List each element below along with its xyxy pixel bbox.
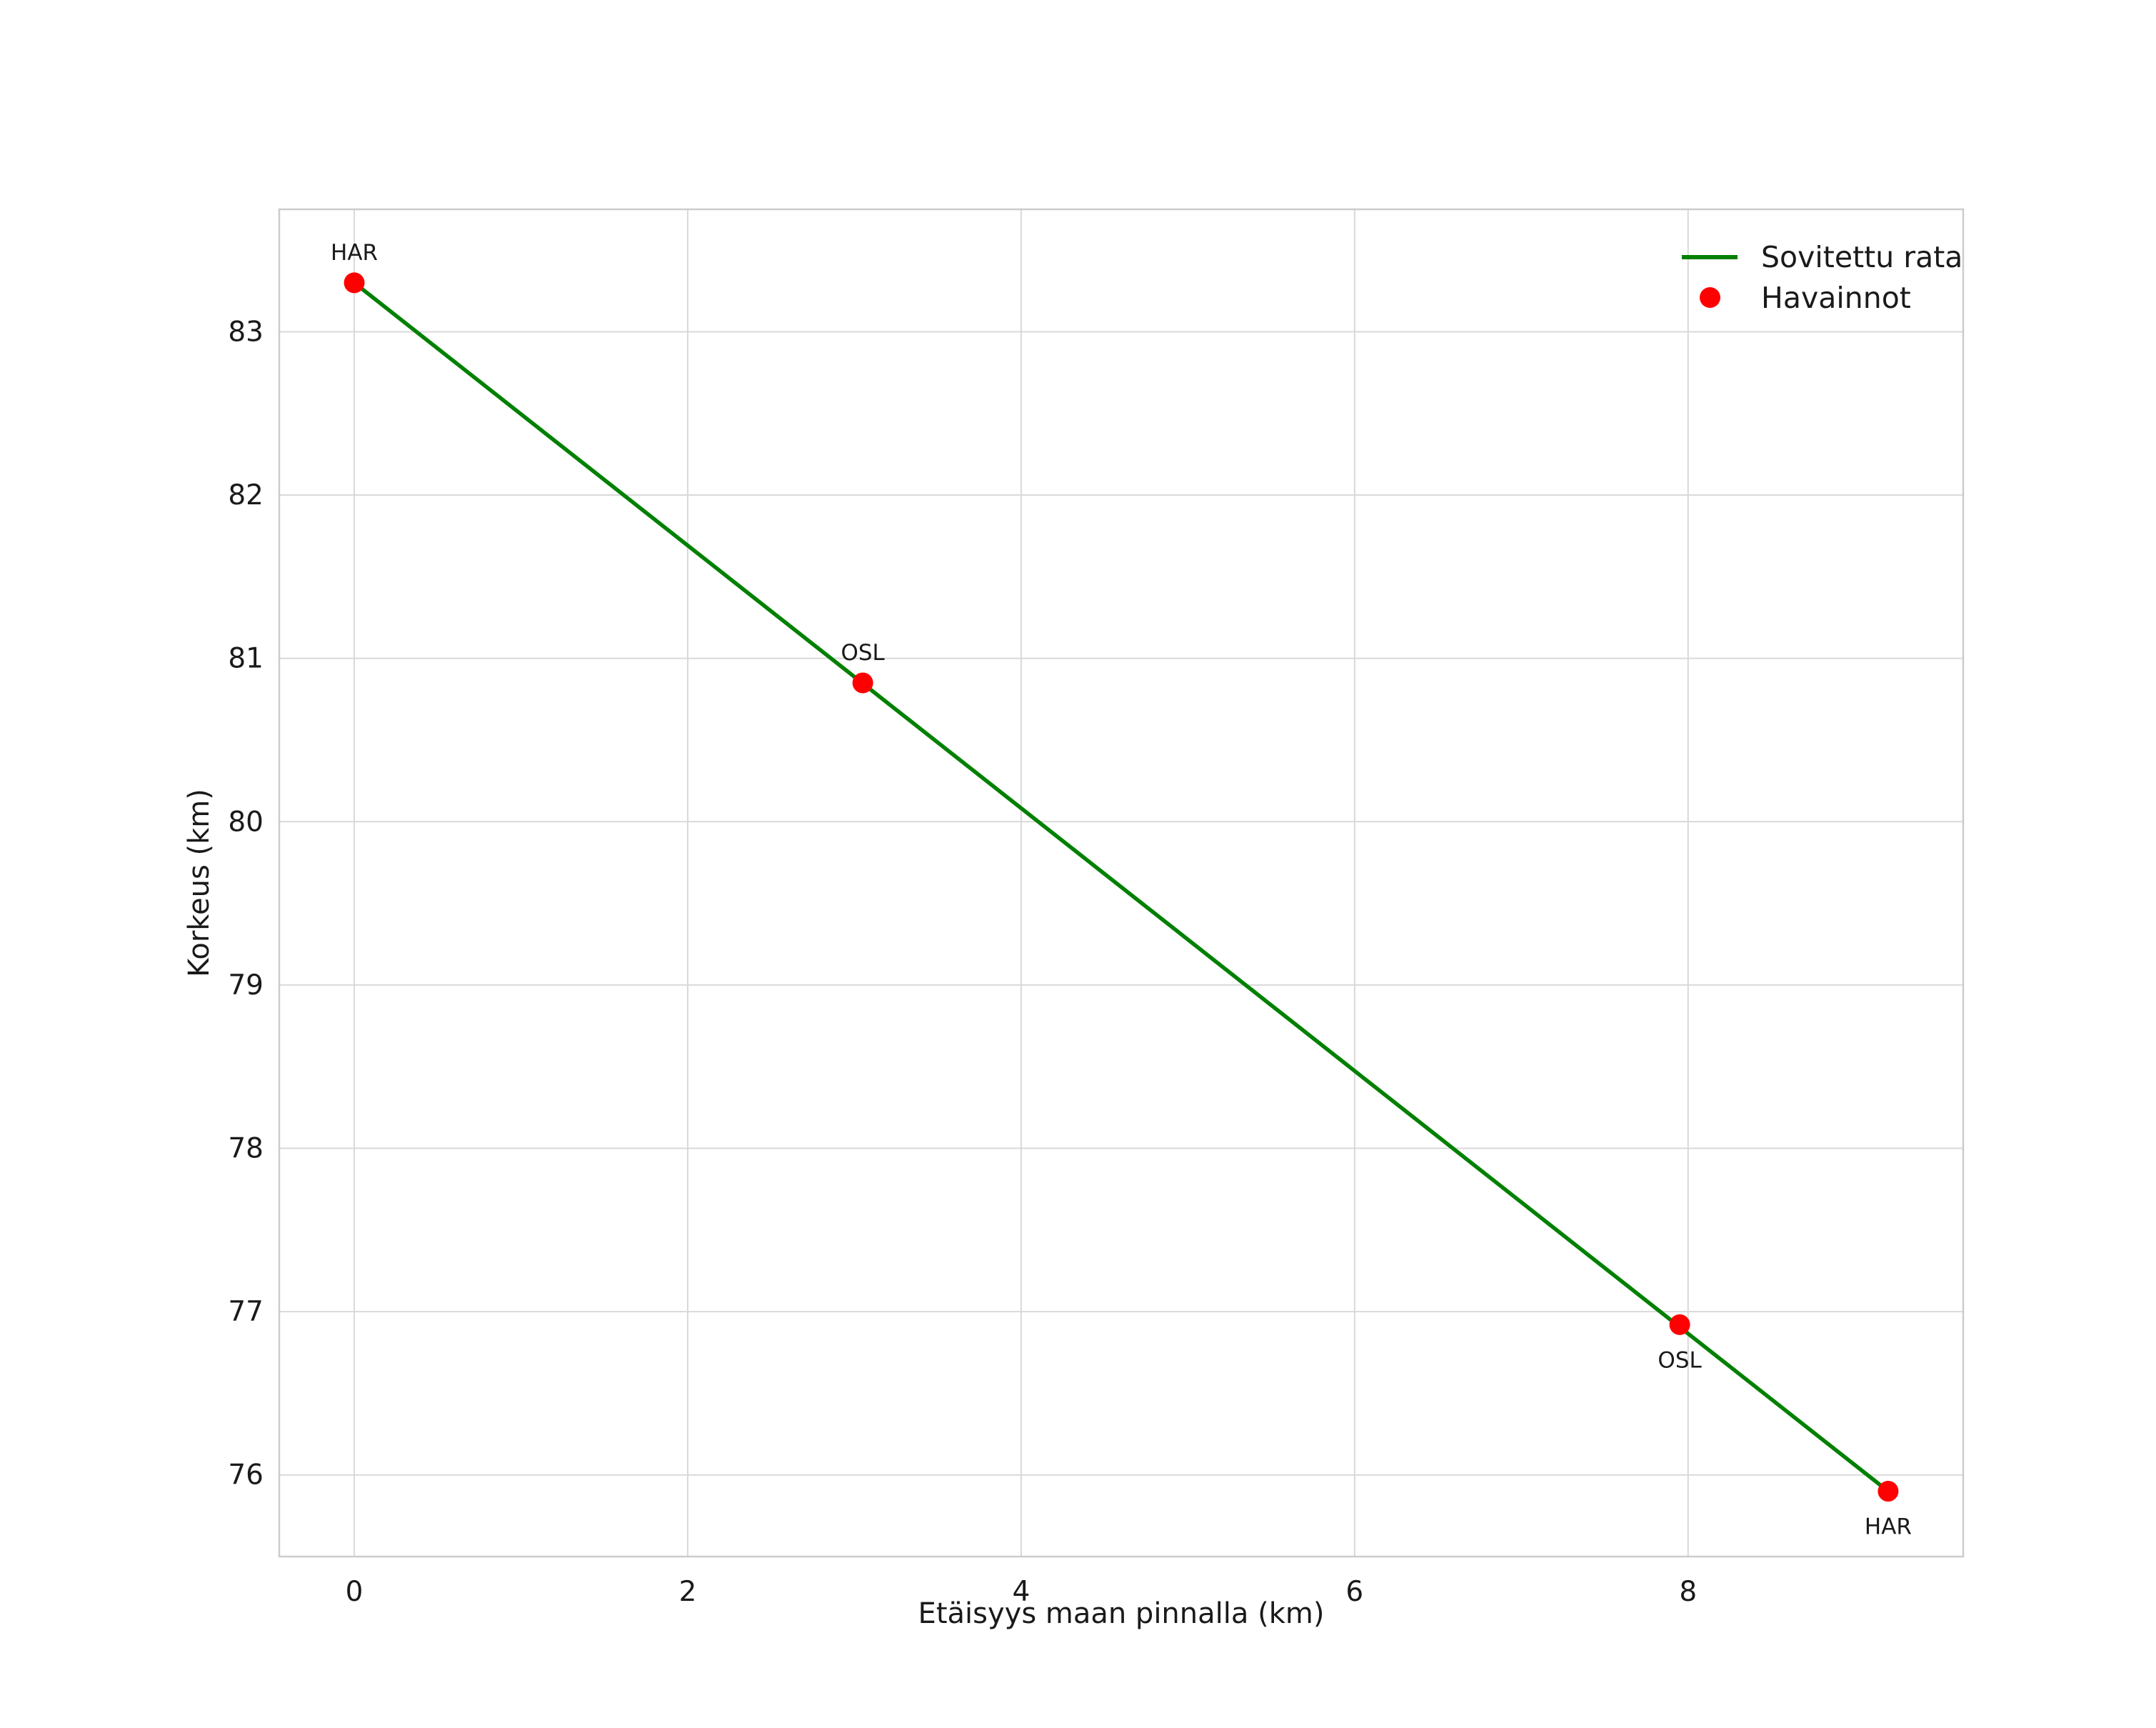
point-label: OSL bbox=[1658, 1347, 1702, 1373]
legend-label-fitted-line: Sovitettu rata bbox=[1761, 239, 1963, 274]
observation-point bbox=[1669, 1314, 1690, 1335]
x-axis-label: Etäisyys maan pinnalla (km) bbox=[918, 1597, 1325, 1630]
point-annotations: HAR OSL OSL HAR bbox=[331, 240, 1912, 1540]
legend-label-observations: Havainnot bbox=[1761, 280, 1911, 315]
fitted-line bbox=[353, 281, 1890, 1493]
point-label: HAR bbox=[1865, 1514, 1912, 1540]
legend: Sovitettu rata Havainnot bbox=[1682, 236, 1962, 318]
y-tick-label: 78 bbox=[228, 1132, 264, 1164]
x-tick-label: 8 bbox=[1679, 1576, 1697, 1608]
x-tick-labels: 0 2 4 6 8 bbox=[346, 1576, 1698, 1608]
legend-swatch-area bbox=[1682, 254, 1738, 259]
legend-dot-swatch bbox=[1699, 287, 1720, 308]
observation-point bbox=[344, 272, 365, 294]
observation-point bbox=[852, 672, 873, 694]
y-tick-label: 83 bbox=[228, 316, 264, 348]
y-tick-label: 82 bbox=[228, 479, 264, 511]
fitted-line-path bbox=[353, 281, 1890, 1493]
legend-item-fitted-line: Sovitettu rata bbox=[1682, 236, 1962, 277]
x-tick-label: 2 bbox=[679, 1576, 697, 1608]
gridlines bbox=[279, 209, 1963, 1557]
observation-point bbox=[1877, 1481, 1899, 1502]
legend-swatch-area bbox=[1682, 287, 1738, 308]
point-label: HAR bbox=[331, 240, 378, 266]
plot-frame bbox=[278, 208, 1965, 1558]
point-label: OSL bbox=[841, 640, 885, 666]
y-tick-label: 77 bbox=[228, 1296, 264, 1328]
legend-item-observations: Havainnot bbox=[1682, 277, 1962, 318]
x-tick-label: 4 bbox=[1013, 1576, 1031, 1608]
y-tick-label: 79 bbox=[228, 969, 264, 1002]
x-tick-label: 6 bbox=[1345, 1576, 1363, 1608]
observation-points bbox=[344, 272, 1899, 1502]
x-tick-label: 0 bbox=[346, 1576, 363, 1608]
y-tick-labels: 76 77 78 79 80 81 82 83 bbox=[228, 316, 264, 1491]
y-tick-label: 80 bbox=[228, 806, 264, 838]
legend-line-swatch bbox=[1682, 254, 1738, 259]
y-tick-label: 76 bbox=[228, 1459, 264, 1492]
y-axis-label: Korkeus (km) bbox=[183, 789, 216, 977]
y-tick-label: 81 bbox=[228, 643, 264, 675]
